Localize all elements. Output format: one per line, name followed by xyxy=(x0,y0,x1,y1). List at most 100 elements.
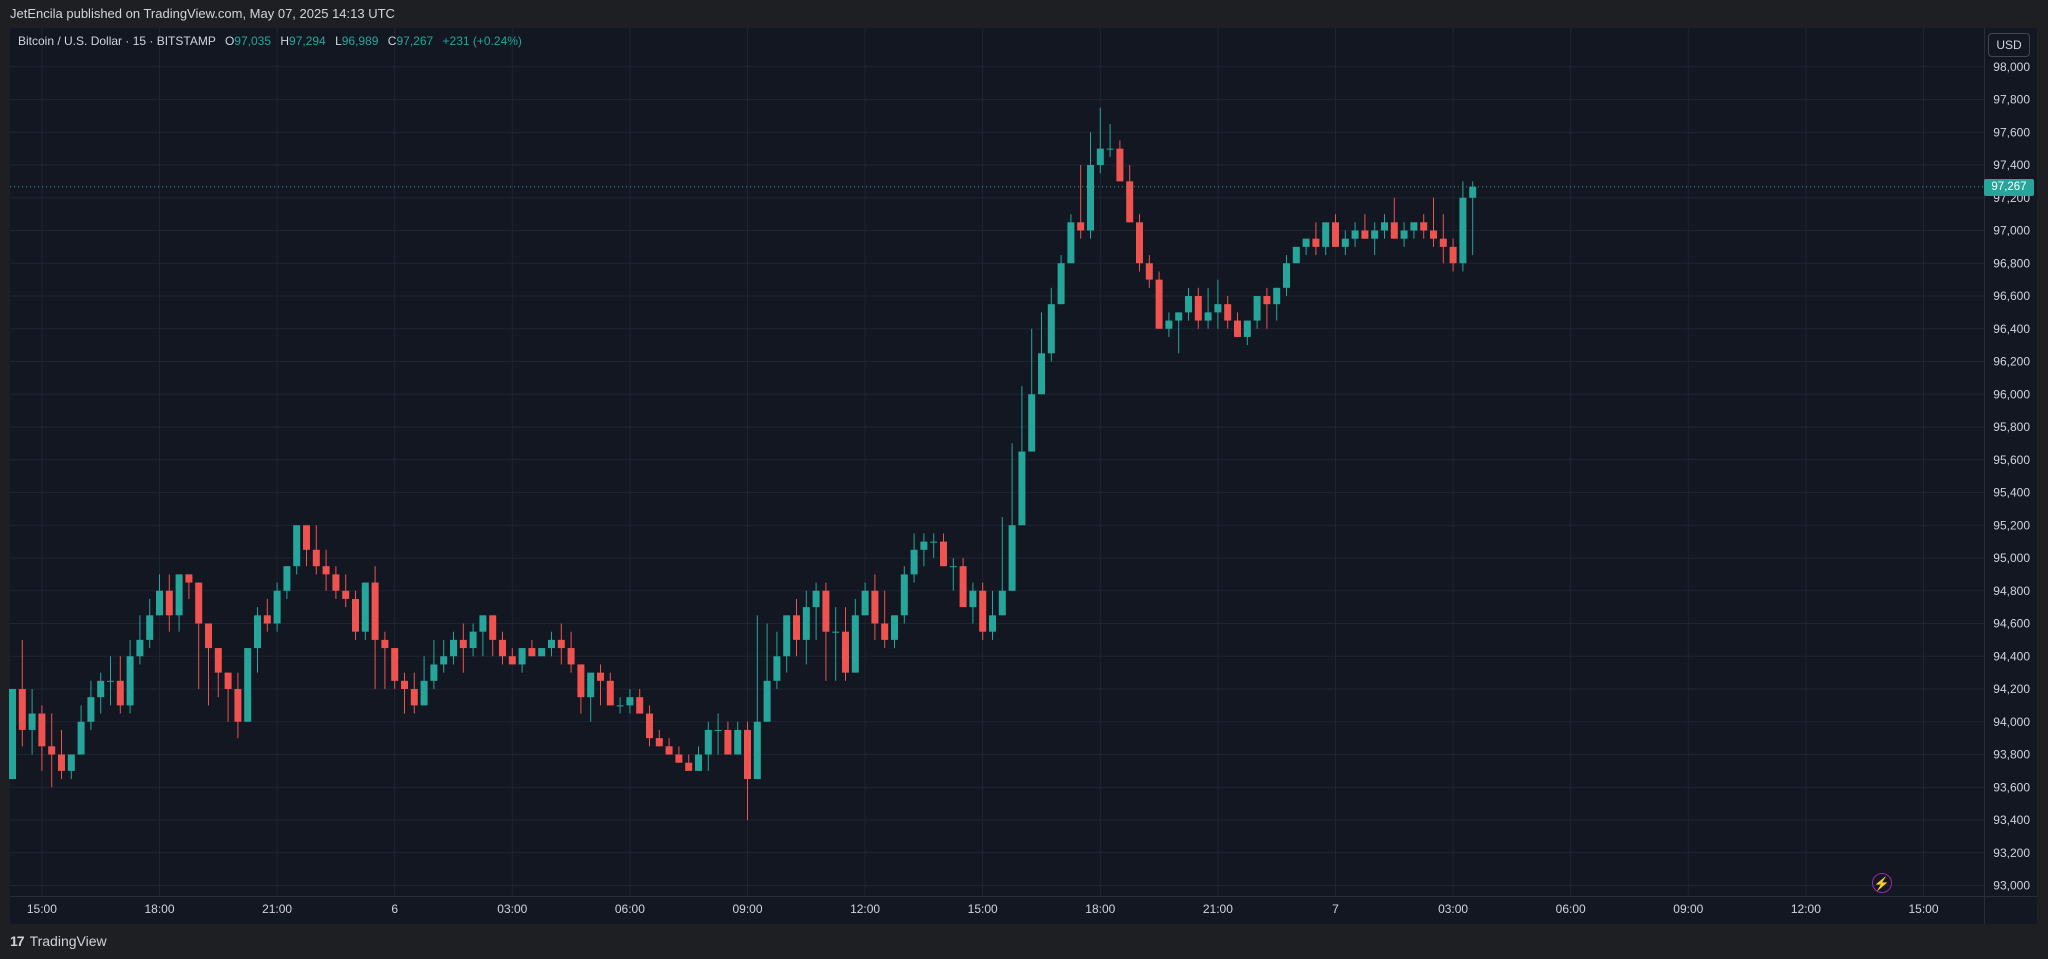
candle-body xyxy=(342,590,350,599)
candle-body xyxy=(28,713,36,730)
candle-body xyxy=(665,746,673,755)
candle-body xyxy=(352,598,359,632)
candle-body xyxy=(1292,246,1300,264)
candle-body xyxy=(263,615,271,624)
candle-body xyxy=(1116,148,1124,182)
candle-body xyxy=(753,721,761,780)
candle-body xyxy=(293,525,301,567)
candle-body xyxy=(1165,320,1173,329)
candle-body xyxy=(704,729,712,755)
close-value: 97,267 xyxy=(396,34,434,48)
candle-body xyxy=(1087,165,1094,231)
candle-body xyxy=(1263,296,1271,305)
candle-body xyxy=(18,689,26,730)
tradingview-logo-icon: 17 xyxy=(10,933,25,949)
price-tick-label: 94,400 xyxy=(1993,649,2030,663)
candle-body xyxy=(626,697,634,706)
time-tick-label: 09:00 xyxy=(732,902,762,916)
price-axis: 93,000 93,200 93,400 93,600 93,800 94,000 94,2… xyxy=(1984,28,2037,924)
price-tick-label: 94,600 xyxy=(1993,617,2030,631)
candle-body xyxy=(930,541,938,543)
time-tick-label: 15:00 xyxy=(27,902,57,916)
candle-body xyxy=(1420,222,1428,231)
time-axis-bg xyxy=(10,896,1984,924)
candle-body xyxy=(1145,263,1153,280)
candle-body xyxy=(58,754,65,771)
candle-body xyxy=(959,566,967,608)
candle-body xyxy=(881,623,889,640)
candle-body xyxy=(1361,230,1369,239)
candle-body xyxy=(1126,181,1134,223)
candle-body xyxy=(381,639,389,649)
candle-body xyxy=(734,729,742,755)
candle-body xyxy=(136,639,144,657)
candle-body xyxy=(1439,238,1447,247)
time-tick-label: 06:00 xyxy=(1556,902,1586,916)
low-label: L xyxy=(335,34,342,48)
candle-body xyxy=(1371,230,1379,239)
lightning-icon[interactable]: ⚡ xyxy=(1872,873,1892,893)
price-tick-label: 96,800 xyxy=(1993,256,2030,270)
candle-body xyxy=(185,574,193,583)
candle-body xyxy=(1381,222,1388,231)
candle-body xyxy=(1430,230,1437,239)
candle-body xyxy=(126,656,134,706)
time-tick-label: 21:00 xyxy=(1203,902,1233,916)
currency-button[interactable]: USD xyxy=(1988,33,2030,57)
candle-body xyxy=(557,639,565,649)
candle-body xyxy=(283,566,291,591)
candle-body xyxy=(577,664,585,698)
candle-body xyxy=(1175,312,1183,321)
candle-body xyxy=(48,746,56,755)
candle-body xyxy=(606,680,614,706)
change-value: +231 (+0.24%) xyxy=(442,34,522,48)
candle-body xyxy=(1204,312,1212,321)
candle-body xyxy=(205,623,212,649)
time-tick-label: 6 xyxy=(391,902,398,916)
candle-body xyxy=(489,615,497,640)
candle-body xyxy=(1400,230,1408,239)
candle-body xyxy=(636,697,644,714)
price-tick-label: 96,400 xyxy=(1993,322,2030,336)
price-tick-label: 97,400 xyxy=(1993,158,2030,172)
candle-body xyxy=(1224,304,1232,321)
price-tick-label: 97,000 xyxy=(1993,224,2030,238)
candle-body xyxy=(979,590,987,632)
candle-body xyxy=(322,566,330,575)
candle-body xyxy=(332,574,340,591)
candle-body xyxy=(1322,222,1330,247)
price-tick-label: 97,800 xyxy=(1993,93,2030,107)
candle-body xyxy=(812,590,820,608)
time-tick-label: 03:00 xyxy=(497,902,527,916)
candle-body xyxy=(744,729,751,780)
candle-body xyxy=(156,590,163,616)
candle-body xyxy=(1253,296,1261,321)
candle-body xyxy=(1390,222,1398,239)
candle-body xyxy=(77,721,85,755)
candle-body xyxy=(1214,304,1222,313)
candle-body xyxy=(420,680,428,706)
candle-body xyxy=(685,762,693,771)
candle-body xyxy=(1008,525,1016,591)
high-value: 97,294 xyxy=(289,34,326,48)
time-tick-label: 03:00 xyxy=(1438,902,1468,916)
low-value: 96,989 xyxy=(341,34,379,48)
candle-body xyxy=(1459,197,1467,264)
time-tick-label: 09:00 xyxy=(1673,902,1703,916)
price-tick-label: 95,400 xyxy=(1993,486,2030,500)
price-tick-label: 93,800 xyxy=(1993,748,2030,762)
last-price-badge: 97,267 xyxy=(1984,179,2034,196)
time-tick-label: 12:00 xyxy=(850,902,880,916)
price-tick-label: 93,400 xyxy=(1993,813,2030,827)
candle-body xyxy=(1106,148,1114,150)
candle-body xyxy=(165,590,173,616)
candle-body xyxy=(920,541,928,550)
brand[interactable]: 17 TradingView xyxy=(10,933,107,949)
candle-body xyxy=(871,590,879,624)
open-value: 97,035 xyxy=(234,34,271,48)
candles xyxy=(9,107,1477,820)
candle-body xyxy=(822,590,830,632)
candle-body xyxy=(783,615,791,657)
time-tick-label: 15:00 xyxy=(968,902,998,916)
